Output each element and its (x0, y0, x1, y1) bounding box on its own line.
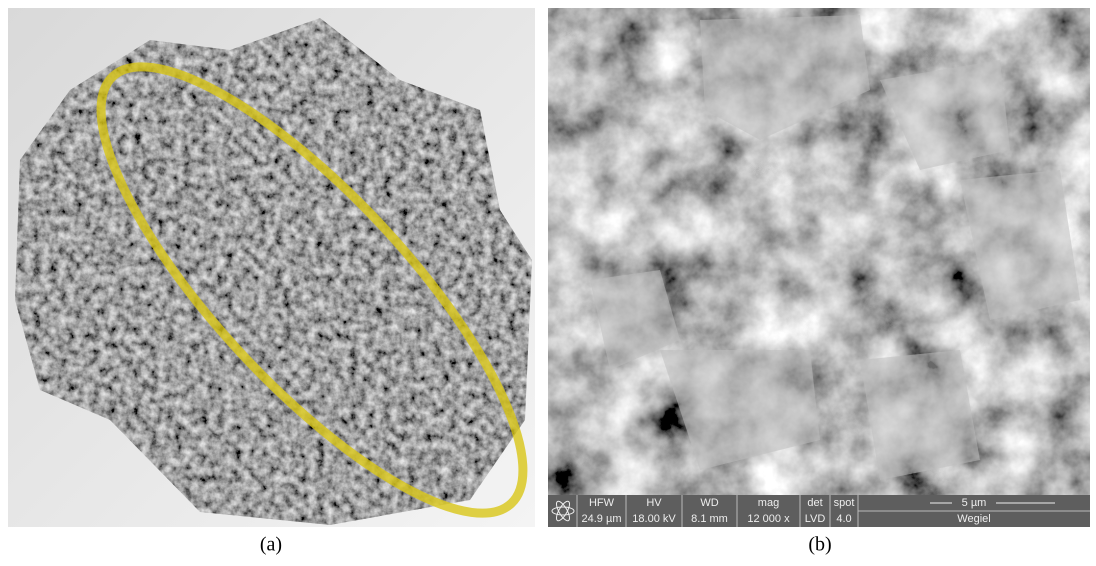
highlight-ellipse (96, 62, 528, 518)
atom-icon (551, 500, 575, 522)
field-value: 18.00 kV (632, 513, 676, 525)
panel-b-image (548, 8, 1090, 495)
field-value: 24.9 µm (582, 513, 622, 525)
field-value: LVD (805, 513, 826, 525)
field-value: 12 000 x (747, 513, 790, 525)
panel-a-image (8, 8, 535, 527)
field-name: spot (834, 497, 855, 509)
sem-info-bar: HFW 24.9 µm HV 18.00 kV WD 8.1 mm mag 12 000 x d… (548, 495, 1090, 527)
field-name: HFW (589, 497, 615, 509)
sample-name: Wegiel (957, 513, 990, 525)
scale-bar-label: 5 µm (962, 497, 987, 509)
field-value: 4.0 (836, 513, 851, 525)
scale-bar-gap (952, 497, 996, 509)
field-value: 8.1 mm (691, 513, 728, 525)
field-name: HV (646, 497, 662, 509)
panel-label: (b) (808, 534, 831, 556)
field-name: mag (758, 497, 779, 509)
field-name: det (807, 497, 822, 509)
field-name: WD (700, 497, 718, 509)
panel-label: (a) (260, 534, 282, 556)
